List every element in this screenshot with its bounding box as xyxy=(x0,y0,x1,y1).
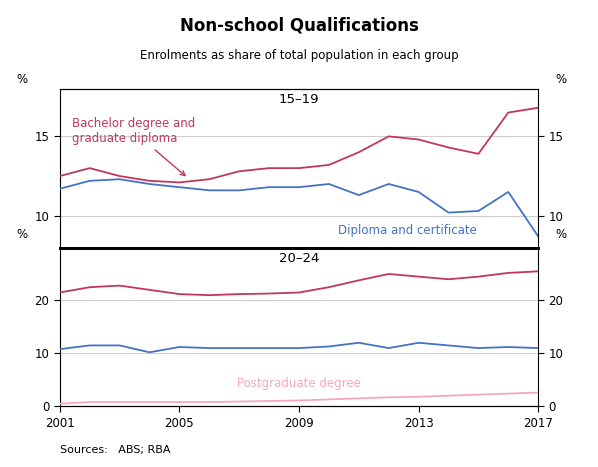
Text: Non-school Qualifications: Non-school Qualifications xyxy=(179,16,419,35)
Text: Diploma and certificate: Diploma and certificate xyxy=(338,224,477,237)
Text: %: % xyxy=(556,228,567,241)
Text: Postgraduate degree: Postgraduate degree xyxy=(237,377,361,390)
Text: %: % xyxy=(556,72,567,85)
Text: %: % xyxy=(17,72,28,85)
Text: 20–24: 20–24 xyxy=(279,252,319,265)
Text: %: % xyxy=(17,228,28,241)
Text: Bachelor degree and
graduate diploma: Bachelor degree and graduate diploma xyxy=(72,117,195,176)
Text: Sources:   ABS; RBA: Sources: ABS; RBA xyxy=(60,446,170,455)
Text: Enrolments as share of total population in each group: Enrolments as share of total population … xyxy=(140,49,458,62)
Text: 15–19: 15–19 xyxy=(279,93,319,106)
